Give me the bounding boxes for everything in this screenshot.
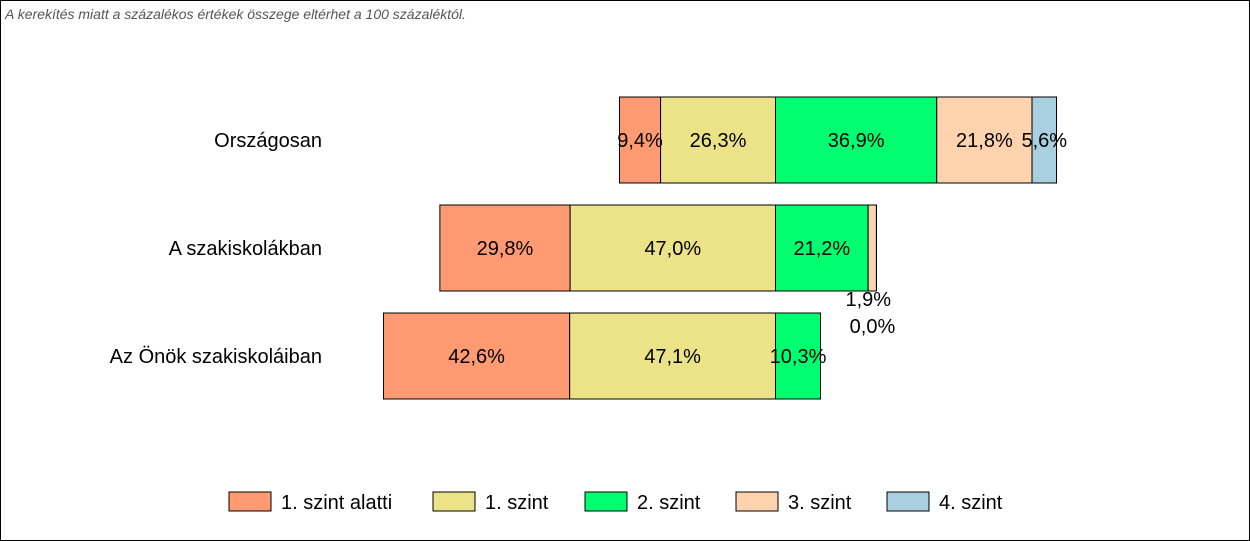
data-label: 26,3% [690, 130, 747, 152]
bar-segment [1031, 96, 1057, 184]
category-label: Az Önök szakiskoláiban [110, 346, 322, 368]
category-label: Országosan [214, 130, 322, 152]
bar-segment [569, 204, 776, 292]
data-label: 21,2% [793, 238, 850, 260]
legend-swatch [432, 491, 476, 512]
category-label: A szakiskolákban [169, 238, 322, 260]
data-label: 42,6% [448, 346, 505, 368]
bar-segment [383, 312, 571, 400]
data-label: 10,3% [770, 346, 827, 368]
data-label: 1,9% [845, 289, 891, 311]
legend-swatch [228, 491, 272, 512]
data-label: 9,4% [617, 130, 663, 152]
data-label: 47,0% [644, 238, 701, 260]
bar-segment [775, 312, 822, 400]
bar-segment [775, 204, 869, 292]
legend-swatch [584, 491, 628, 512]
legend-swatch [735, 491, 779, 512]
data-label: 5,6% [1021, 130, 1067, 152]
bar-segment [936, 96, 1033, 184]
rounding-note: A kerekítés miatt a százalékos értékek ö… [5, 6, 466, 22]
bar-segment [775, 96, 938, 184]
legend-swatch [886, 491, 930, 512]
data-label: 36,9% [828, 130, 885, 152]
legend-label: 4. szint [939, 492, 1003, 514]
data-label: 21,8% [956, 130, 1013, 152]
bar-segment [439, 204, 571, 292]
bar-segment [618, 96, 662, 184]
legend-label: 2. szint [637, 492, 701, 514]
legend-label: 1. szint [485, 492, 549, 514]
bar-segment [569, 312, 776, 400]
data-label: 0,0% [850, 316, 896, 338]
data-label: 47,1% [644, 346, 701, 368]
bar-segment [867, 204, 877, 292]
legend-label: 1. szint alatti [281, 492, 392, 514]
legend-label: 3. szint [788, 492, 852, 514]
data-label: 29,8% [477, 238, 534, 260]
